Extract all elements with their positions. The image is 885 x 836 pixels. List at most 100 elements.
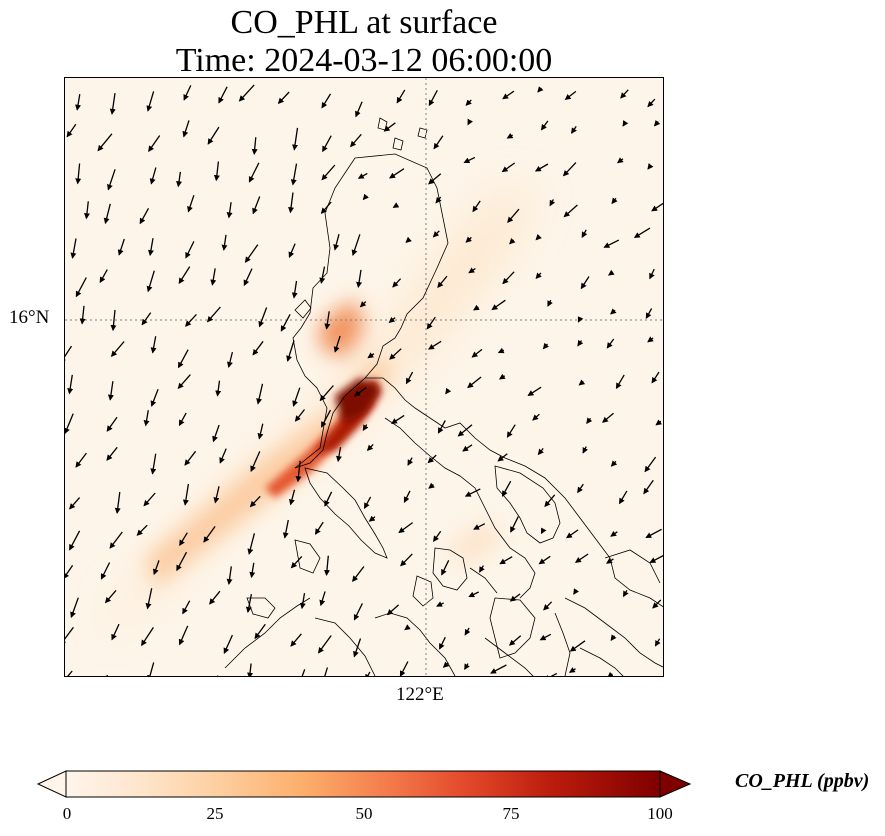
wind-arrow — [565, 529, 579, 539]
wind-arrow — [252, 340, 264, 356]
wind-arrow — [405, 371, 414, 385]
wind-arrow — [389, 168, 405, 179]
wind-arrow — [147, 662, 155, 676]
wind-arrow — [399, 661, 409, 676]
wind-arrow — [321, 164, 336, 181]
wind-arrow — [509, 593, 521, 602]
wind-arrow — [464, 488, 481, 497]
wind-arrow — [651, 202, 663, 212]
wind-arrow — [569, 640, 586, 652]
wind-arrow — [433, 135, 444, 150]
wind-arrow — [75, 163, 82, 185]
wind-arrow — [606, 557, 614, 564]
wind-arrow — [398, 522, 413, 534]
wind-arrow — [141, 627, 154, 647]
wind-arrow — [295, 460, 302, 483]
wind-arrow — [645, 308, 653, 319]
wind-arrow — [463, 156, 476, 164]
chart-title-line2: Time: 2024-03-12 06:00:00 — [175, 42, 553, 79]
wind-arrow — [441, 560, 450, 576]
wind-arrow — [464, 663, 470, 671]
wind-arrow — [301, 669, 306, 676]
wind-arrow — [110, 341, 125, 357]
wind-arrow — [182, 600, 191, 615]
wind-arrow — [319, 385, 334, 402]
wind-arrow — [436, 601, 444, 607]
wind-arrow — [288, 192, 295, 214]
wind-arrow — [350, 133, 362, 148]
wind-arrow — [176, 171, 182, 188]
wind-arrow — [473, 523, 486, 530]
wind-arrow — [147, 238, 154, 257]
wind-arrow — [177, 349, 189, 369]
wind-arrow — [75, 452, 87, 468]
wind-arrow — [148, 135, 161, 153]
wind-arrow — [622, 589, 629, 598]
wind-arrow — [357, 172, 368, 179]
wind-arrow — [577, 339, 584, 347]
colorbar-label: CO_PHL (ppbv) — [735, 770, 870, 792]
wind-arrow — [610, 308, 617, 315]
wind-arrow — [534, 163, 549, 172]
wind-arrow — [362, 424, 369, 432]
wind-arrow — [499, 556, 513, 565]
wind-arrow — [388, 316, 396, 324]
colorbar-tick-50: 50 — [355, 804, 373, 823]
wind-arrow — [467, 118, 473, 126]
wind-arrow — [506, 424, 516, 438]
wind-arrow — [582, 446, 589, 454]
wind-arrow — [607, 671, 614, 676]
wind-arrow — [141, 312, 152, 326]
wind-arrow — [654, 638, 661, 647]
wind-arrow — [226, 202, 233, 219]
wind-arrow — [226, 566, 233, 585]
wind-arrow — [620, 89, 629, 99]
wind-arrow — [290, 555, 303, 569]
wind-arrow — [219, 448, 227, 464]
wind-arrow — [502, 271, 515, 285]
wind-arrow — [577, 483, 584, 494]
wind-arrow — [353, 638, 362, 658]
wind-arrow — [391, 414, 405, 424]
wind-arrow — [104, 589, 117, 604]
wind-arrow — [181, 677, 185, 678]
wind-arrow — [539, 633, 552, 641]
wind-arrow — [109, 93, 116, 115]
wind-arrow — [109, 531, 123, 549]
wind-arrow — [65, 345, 73, 364]
wind-arrow — [437, 275, 448, 288]
wind-arrow — [647, 336, 654, 343]
wind-arrow — [355, 101, 363, 118]
map-canvas — [65, 78, 663, 678]
wind-arrow — [428, 482, 435, 489]
wind-arrow — [405, 236, 412, 243]
wind-arrow — [212, 424, 220, 443]
wind-arrow — [103, 203, 111, 225]
wind-arrow — [176, 551, 188, 572]
wind-arrow — [182, 120, 190, 138]
wind-arrow — [403, 490, 411, 503]
coastline — [224, 117, 663, 676]
wind-arrow — [67, 670, 73, 676]
wind-arrow — [437, 420, 446, 434]
wind-arrow — [333, 335, 341, 353]
wind-arrow — [323, 555, 330, 576]
wind-arrow — [537, 86, 544, 93]
wind-arrow — [324, 491, 333, 507]
wind-arrow — [213, 161, 220, 182]
wind-arrow — [366, 443, 374, 452]
wind-arrow — [114, 492, 121, 514]
wind-arrow — [319, 266, 326, 284]
wind-arrow — [70, 238, 77, 259]
wind-arrow — [290, 163, 298, 186]
wind-arrow — [291, 280, 298, 299]
wind-arrow — [428, 89, 438, 107]
wind-arrow — [249, 562, 256, 579]
wind-arrow — [238, 84, 255, 102]
wind-arrow — [288, 489, 296, 506]
wind-arrow — [652, 599, 662, 609]
wind-arrow — [573, 588, 580, 595]
wind-arrow — [404, 624, 411, 631]
wind-arrow — [106, 416, 118, 432]
wind-arrow — [185, 313, 197, 327]
